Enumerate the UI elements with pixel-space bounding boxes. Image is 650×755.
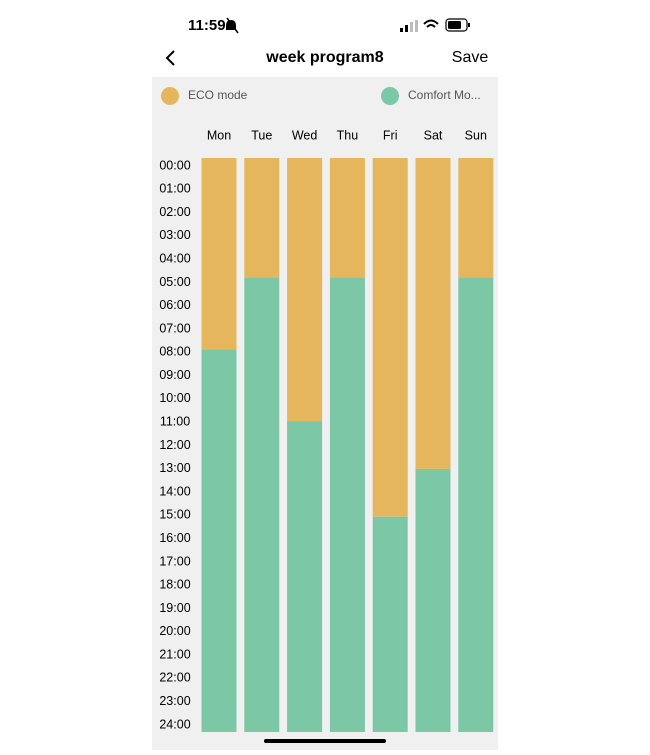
hour-label: 22:00 — [159, 671, 190, 685]
hour-label: 00:00 — [159, 158, 190, 172]
battery-icon — [445, 18, 470, 32]
wifi-icon — [423, 19, 439, 28]
hour-label: 15:00 — [159, 508, 190, 522]
day-label: Sat — [424, 128, 443, 142]
hour-label: 19:00 — [159, 601, 190, 615]
page-title: week program8 — [265, 49, 383, 66]
eco-segment[interactable] — [244, 158, 280, 278]
comfort-segment[interactable] — [372, 516, 408, 732]
hour-label: 20:00 — [159, 624, 190, 638]
hour-label: 14:00 — [159, 484, 190, 498]
hour-label: 13:00 — [159, 461, 190, 475]
hour-label: 24:00 — [159, 717, 190, 731]
hour-label: 06:00 — [159, 298, 190, 312]
eco-segment[interactable] — [372, 158, 408, 517]
eco-segment[interactable] — [329, 158, 365, 278]
signal-icon — [400, 20, 418, 32]
hour-label: 05:00 — [159, 275, 190, 289]
hour-label: 07:00 — [159, 321, 190, 335]
comfort-segment[interactable] — [329, 277, 365, 732]
eco-segment[interactable] — [287, 158, 323, 422]
legend-label: Comfort Mo... — [408, 88, 481, 102]
home-indicator — [264, 739, 386, 743]
day-label: Mon — [207, 128, 231, 142]
day-label: Wed — [292, 128, 318, 142]
hour-label: 10:00 — [159, 391, 190, 405]
mute-icon — [226, 17, 239, 34]
legend-swatch — [381, 87, 399, 105]
day-label: Sun — [465, 128, 487, 142]
hour-label: 12:00 — [159, 438, 190, 452]
eco-segment[interactable] — [415, 158, 451, 469]
hour-label: 17:00 — [159, 554, 190, 568]
status-time: 11:59 — [188, 17, 226, 34]
comfort-segment[interactable] — [244, 277, 280, 732]
hour-label: 09:00 — [159, 368, 190, 382]
hour-label: 02:00 — [159, 205, 190, 219]
hour-label: 01:00 — [159, 182, 190, 196]
eco-segment[interactable] — [458, 158, 494, 278]
day-label: Fri — [383, 128, 398, 142]
hour-label: 21:00 — [159, 647, 190, 661]
eco-segment[interactable] — [201, 158, 237, 350]
day-label: Tue — [251, 128, 272, 142]
comfort-segment[interactable] — [415, 468, 451, 732]
comfort-segment[interactable] — [287, 421, 323, 732]
hour-label: 03:00 — [159, 228, 190, 242]
legend-swatch — [161, 87, 179, 105]
hour-label: 11:00 — [160, 415, 190, 429]
hour-label: 23:00 — [159, 694, 190, 708]
hour-label: 04:00 — [159, 251, 190, 265]
back-button[interactable] — [165, 50, 175, 66]
legend-label: ECO mode — [188, 88, 248, 102]
hour-label: 18:00 — [159, 578, 190, 592]
hour-label: 08:00 — [159, 345, 190, 359]
comfort-segment[interactable] — [458, 277, 494, 732]
comfort-segment[interactable] — [201, 349, 237, 732]
hour-label: 16:00 — [159, 531, 190, 545]
save-button[interactable]: Save — [452, 49, 489, 66]
day-label: Thu — [337, 128, 359, 142]
